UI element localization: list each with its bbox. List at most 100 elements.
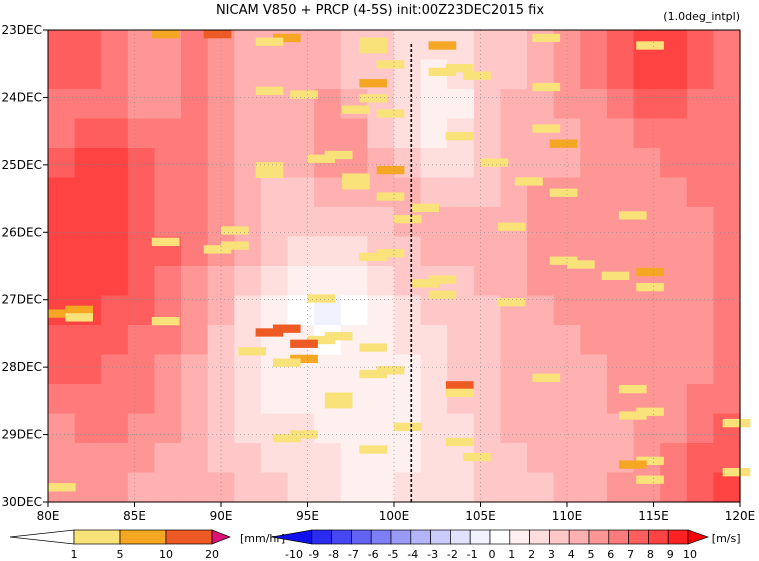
v850-cell <box>48 443 76 474</box>
wind-colorbar-label: 5 <box>588 548 595 561</box>
v850-cell <box>473 118 502 149</box>
v850-cell <box>553 384 581 415</box>
v850-cell <box>48 325 76 356</box>
v850-cell <box>287 59 315 90</box>
wind-colorbar-label: 3 <box>548 548 555 561</box>
v850-cell <box>127 413 156 444</box>
v850-cell <box>340 118 368 149</box>
v850-cell <box>101 384 129 415</box>
wind-colorbar-label: -1 <box>467 548 478 561</box>
y-tick-label: 29DEC <box>2 428 42 442</box>
wind-colorbar-swatch <box>390 529 412 545</box>
v850-cell <box>527 413 555 444</box>
v850-cell <box>74 325 102 356</box>
v850-cell <box>633 59 661 90</box>
v850-cell <box>101 472 129 503</box>
prcp-cell <box>411 279 439 288</box>
v850-cell <box>580 89 608 120</box>
v850-cell <box>713 413 741 444</box>
v850-cell <box>154 354 182 385</box>
wind-unit: [m/s] <box>712 532 741 545</box>
v850-cell <box>447 354 475 385</box>
v850-cell <box>48 354 76 385</box>
prcp-cell <box>463 71 491 80</box>
v850-cell <box>660 384 688 415</box>
v850-cell <box>314 354 342 385</box>
v850-cell <box>234 413 262 444</box>
wind-colorbar-swatch <box>370 529 392 545</box>
v850-cell <box>500 266 528 297</box>
prcp-cell <box>307 154 336 163</box>
v850-cell <box>420 413 448 444</box>
v850-cell <box>660 472 688 503</box>
v850-cell <box>686 413 714 444</box>
v850-cell <box>154 177 182 208</box>
v850-cell <box>713 89 741 120</box>
v850-cell <box>580 59 608 90</box>
v850-cell <box>447 236 475 267</box>
v850-cell <box>473 354 502 385</box>
prcp-cell <box>151 237 180 246</box>
v850-cell <box>606 325 635 356</box>
prcp-cell <box>359 94 388 103</box>
v850-cell <box>101 207 129 238</box>
prcp-cell <box>221 226 249 235</box>
v850-cell <box>367 384 395 415</box>
v850-cell <box>500 325 528 356</box>
wind-colorbar-swatch <box>351 529 372 545</box>
v850-cell <box>527 384 555 415</box>
wind-colorbar-swatch <box>549 529 570 545</box>
v850-cell <box>340 89 368 120</box>
plot-area <box>47 29 751 503</box>
v850-cell <box>633 148 661 179</box>
wind-colorbar-label: -6 <box>368 548 379 561</box>
prcp-cell <box>722 418 751 428</box>
v850-cell <box>633 89 661 120</box>
v850-cell <box>48 118 76 149</box>
v850-cell <box>580 413 608 444</box>
v850-cell <box>127 295 156 326</box>
v850-cell <box>686 354 714 385</box>
wind-colorbar-swatch <box>489 529 511 545</box>
v850-cell <box>447 295 475 326</box>
wind-colorbar-label: 7 <box>627 548 634 561</box>
v850-cell <box>260 384 289 415</box>
prcp-cell <box>290 90 318 99</box>
prcp-cell <box>359 369 388 379</box>
v850-cell <box>234 59 262 90</box>
prcp-cell <box>255 162 284 171</box>
v850-cell <box>660 325 688 356</box>
v850-cell <box>500 89 528 120</box>
v850-cell <box>181 443 209 474</box>
prcp-cell <box>394 215 422 224</box>
v850-cell <box>473 266 502 297</box>
prcp-cell <box>601 271 630 280</box>
v850-cell <box>340 413 368 444</box>
v850-cell <box>48 236 76 267</box>
v850-cell <box>74 118 102 149</box>
v850-cell <box>500 443 528 474</box>
x-tick-label: 95E <box>296 509 319 523</box>
v850-cell <box>340 236 368 267</box>
v850-cell <box>314 472 342 503</box>
v850-cell <box>181 177 209 208</box>
v850-cell <box>127 118 156 149</box>
v850-cell <box>260 177 289 208</box>
v850-cell <box>287 266 315 297</box>
v850-cell <box>473 472 502 503</box>
prcp-cell <box>497 298 526 307</box>
v850-cell <box>686 30 714 61</box>
v850-cell <box>394 30 422 61</box>
prcp-cell <box>255 37 284 46</box>
v850-cell <box>713 118 741 149</box>
v850-cell <box>660 443 688 474</box>
prcp-cell <box>342 105 370 114</box>
v850-cell <box>660 295 688 326</box>
prcp-cell <box>255 169 284 179</box>
v850-cell <box>394 325 422 356</box>
v850-cell <box>713 177 741 208</box>
chart-subtitle: (1.0deg_intpl) <box>663 10 740 23</box>
prcp-cell <box>255 328 284 337</box>
v850-cell <box>127 236 156 267</box>
v850-cell <box>420 443 448 474</box>
